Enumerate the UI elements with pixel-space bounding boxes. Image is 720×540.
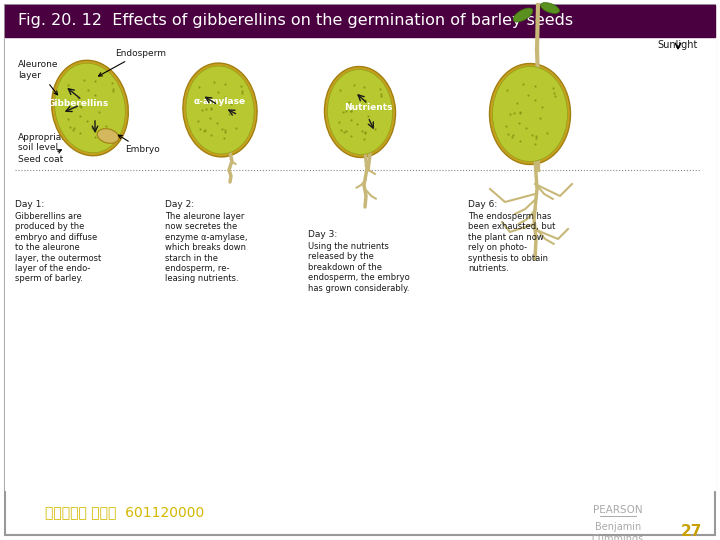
Bar: [5, 5, 715, 490]
Text: Gibberellins are
produced by the
embryo and diffuse
to the aleurone
layer, the o: Gibberellins are produced by the embryo …: [15, 212, 102, 284]
Text: The aleurone layer
now secretes the
enzyme α-amylase,
which breaks down
starch i: The aleurone layer now secretes the enzy…: [165, 212, 248, 284]
Text: Nutrients: Nutrients: [343, 103, 392, 111]
Text: Gibberellins: Gibberellins: [48, 98, 109, 107]
Text: α-amylase: α-amylase: [194, 98, 246, 106]
Ellipse shape: [186, 66, 254, 154]
Text: Day 1:: Day 1:: [15, 200, 44, 209]
Ellipse shape: [492, 66, 567, 161]
Ellipse shape: [52, 60, 128, 156]
Bar: [5, 5, 715, 37]
Ellipse shape: [541, 3, 559, 14]
Ellipse shape: [325, 66, 395, 158]
Text: Day 2:: Day 2:: [165, 200, 194, 209]
Ellipse shape: [97, 129, 119, 143]
Text: Day 6:: Day 6:: [468, 200, 498, 209]
Text: 27: 27: [680, 524, 702, 539]
Text: Aleurone
layer: Aleurone layer: [18, 60, 58, 95]
Ellipse shape: [328, 70, 392, 154]
Text: The endosperm has
been exhausted, but
the plant can now
rely on photo-
synthesis: The endosperm has been exhausted, but th…: [468, 212, 555, 273]
Ellipse shape: [55, 63, 125, 153]
Text: Endosperm: Endosperm: [99, 49, 166, 76]
Text: Using the nutrients
released by the
breakdown of the
endosperm, the embryo
has g: Using the nutrients released by the brea…: [308, 242, 410, 293]
Text: Seed coat: Seed coat: [18, 150, 63, 165]
Text: Appropriate
soil level: Appropriate soil level: [18, 133, 71, 152]
Ellipse shape: [183, 63, 257, 157]
Text: Fig. 20. 12  Effects of gibberellins on the germination of barley seeds: Fig. 20. 12 Effects of gibberellins on t…: [18, 14, 573, 29]
Ellipse shape: [490, 64, 570, 165]
Text: Benjamin
Cummings: Benjamin Cummings: [592, 522, 644, 540]
Text: Embryo: Embryo: [118, 135, 160, 154]
Text: PEARSON: PEARSON: [593, 505, 643, 515]
Text: Sunlight: Sunlight: [658, 40, 698, 50]
Text: Day 3:: Day 3:: [308, 230, 337, 239]
Text: 台大農藝系 遺傳學  601120000: 台大農藝系 遺傳學 601120000: [45, 505, 204, 519]
Ellipse shape: [513, 8, 533, 22]
